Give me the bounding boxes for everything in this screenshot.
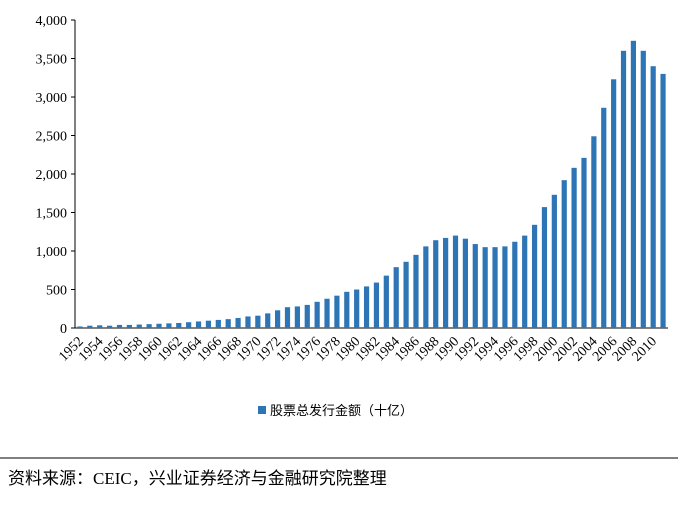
bar bbox=[561, 180, 567, 328]
bar bbox=[601, 107, 607, 328]
bar bbox=[620, 50, 627, 329]
bar bbox=[245, 316, 251, 328]
y-tick-label: 1,000 bbox=[36, 245, 68, 260]
bar bbox=[571, 167, 577, 328]
bar bbox=[186, 322, 192, 328]
bar bbox=[363, 286, 370, 328]
bar bbox=[314, 301, 320, 328]
bar bbox=[136, 324, 142, 328]
bar bbox=[581, 157, 587, 328]
bar bbox=[215, 319, 221, 328]
bar bbox=[126, 324, 132, 328]
legend-marker bbox=[258, 406, 266, 414]
y-tick-label: 0 bbox=[60, 322, 67, 337]
bar bbox=[512, 241, 518, 328]
y-tick-label: 1,500 bbox=[36, 207, 68, 222]
bar bbox=[294, 306, 300, 328]
bar bbox=[541, 207, 548, 328]
bar bbox=[116, 324, 123, 328]
bar bbox=[156, 323, 162, 328]
bar bbox=[344, 291, 350, 328]
bar bbox=[354, 289, 360, 328]
bar bbox=[650, 66, 656, 328]
bar bbox=[492, 247, 498, 328]
bar bbox=[551, 194, 557, 328]
y-tick-label: 3,000 bbox=[36, 91, 68, 106]
bar bbox=[531, 224, 538, 328]
bar bbox=[284, 307, 291, 328]
y-tick-label: 4,000 bbox=[36, 14, 68, 29]
bar bbox=[591, 136, 597, 328]
bar bbox=[195, 321, 202, 328]
bar bbox=[660, 73, 666, 329]
y-tick-label: 2,000 bbox=[36, 168, 68, 183]
bar bbox=[413, 254, 419, 328]
bar bbox=[611, 79, 617, 328]
bar bbox=[443, 237, 449, 328]
bar bbox=[433, 240, 439, 328]
bar bbox=[146, 324, 152, 328]
bar bbox=[324, 298, 330, 328]
y-tick-label: 2,500 bbox=[36, 130, 68, 145]
bar bbox=[522, 235, 528, 328]
bar bbox=[106, 325, 113, 328]
bar bbox=[482, 247, 488, 328]
bar bbox=[423, 246, 429, 328]
bar bbox=[87, 325, 93, 328]
bar bbox=[275, 310, 281, 328]
bar bbox=[334, 295, 340, 328]
bar bbox=[502, 246, 508, 328]
bar bbox=[393, 267, 399, 328]
bar bbox=[77, 326, 83, 328]
bar bbox=[235, 317, 241, 328]
bar bbox=[403, 261, 409, 328]
bar bbox=[97, 325, 103, 328]
bar bbox=[255, 315, 261, 328]
bar bbox=[640, 50, 646, 329]
bar bbox=[265, 313, 271, 328]
bar bbox=[205, 320, 212, 328]
y-tick-label: 500 bbox=[46, 284, 67, 299]
bar bbox=[630, 40, 637, 328]
bar bbox=[472, 244, 478, 328]
bar bbox=[462, 238, 468, 328]
bar bbox=[225, 319, 231, 328]
bar bbox=[166, 323, 172, 328]
source-note: 资料来源：CEIC，兴业证券经济与金融研究院整理 bbox=[8, 469, 387, 488]
bar bbox=[373, 282, 380, 328]
bar bbox=[452, 235, 459, 328]
y-tick-label: 3,500 bbox=[36, 53, 68, 68]
legend-label: 股票总发行金额（十亿） bbox=[270, 403, 413, 418]
bar bbox=[176, 322, 182, 328]
bar bbox=[383, 275, 389, 328]
bar bbox=[304, 304, 310, 328]
